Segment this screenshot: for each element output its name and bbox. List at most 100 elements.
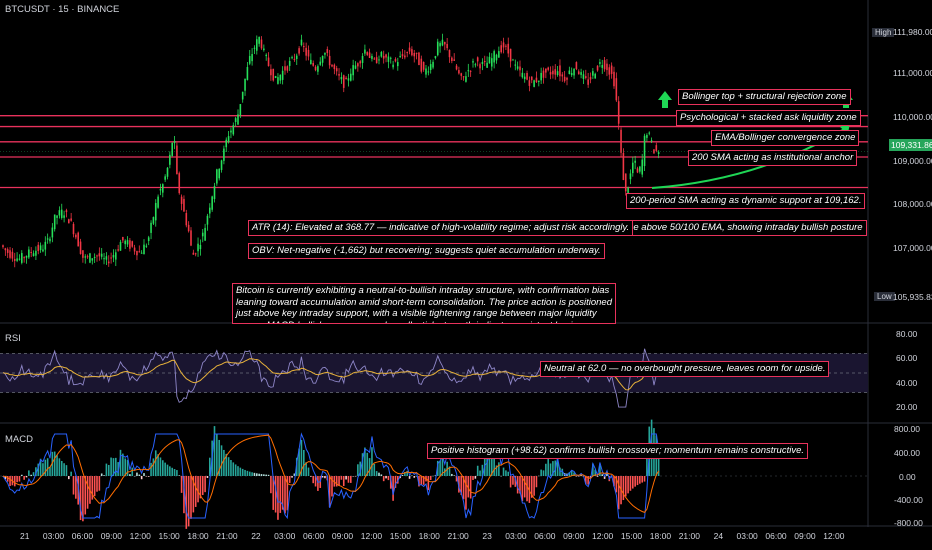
candle-body bbox=[655, 145, 658, 151]
candle-body bbox=[277, 77, 279, 84]
macd-hist-bar bbox=[44, 459, 47, 476]
macd-hist-bar bbox=[476, 465, 479, 476]
macd-hist-bar bbox=[288, 476, 291, 483]
macd-hist-bar bbox=[429, 476, 432, 481]
macd-hist-bar bbox=[601, 474, 604, 476]
candle-body bbox=[260, 39, 263, 49]
candle-body bbox=[56, 215, 58, 218]
macd-hist-bar bbox=[408, 476, 411, 479]
time-tick: 18:00 bbox=[649, 531, 672, 541]
rsi-panel bbox=[0, 348, 868, 408]
macd-hist-bar bbox=[491, 455, 493, 476]
macd-hist-bar bbox=[28, 470, 30, 476]
macd-hist-bar bbox=[223, 449, 225, 476]
macd-hist-bar bbox=[530, 476, 533, 498]
candle-body bbox=[213, 186, 216, 200]
macd-hist-bar bbox=[321, 476, 324, 478]
macd-hist-bar bbox=[549, 463, 552, 476]
macd-hist-bar bbox=[415, 475, 418, 477]
candle-body bbox=[248, 56, 251, 64]
macd-hist-bar bbox=[185, 476, 188, 529]
macd-hist-bar bbox=[206, 476, 209, 478]
macd-hist-bar bbox=[91, 476, 94, 500]
macd-hist-bar bbox=[354, 476, 357, 477]
macd-hist-bar bbox=[166, 464, 169, 476]
candle-body bbox=[317, 66, 319, 72]
macd-hist-bar bbox=[570, 470, 573, 476]
macd-hist-bar bbox=[159, 457, 162, 476]
candle-body bbox=[634, 160, 636, 163]
candle-body bbox=[310, 59, 312, 64]
macd-hist-bar bbox=[434, 475, 437, 476]
candle-body bbox=[521, 72, 524, 78]
candle-body bbox=[399, 55, 401, 58]
macd-hist-bar bbox=[587, 476, 589, 485]
macd-hist-bar bbox=[295, 457, 298, 476]
time-tick: 21:00 bbox=[678, 531, 700, 541]
macd-hist-bar bbox=[39, 458, 42, 476]
annotation-sma200: 200 SMA acting as institutional anchor bbox=[688, 150, 858, 166]
macd-hist-bar bbox=[37, 463, 40, 476]
candle-body bbox=[166, 167, 169, 177]
candle-body bbox=[103, 258, 105, 260]
candle-body bbox=[281, 70, 284, 80]
candle-body bbox=[25, 255, 28, 258]
candle-body bbox=[453, 59, 455, 61]
macd-hist-bar bbox=[495, 465, 498, 476]
macd-hist-bar bbox=[105, 463, 108, 476]
macd-hist-bar bbox=[53, 451, 56, 476]
candle-body bbox=[347, 78, 350, 81]
macd-hist-bar bbox=[568, 472, 571, 476]
macd-hist-bar bbox=[453, 475, 455, 476]
candle-body bbox=[298, 48, 300, 54]
macd-hist-bar bbox=[260, 474, 263, 476]
macd-hist-bar bbox=[122, 453, 124, 476]
candle-body bbox=[150, 222, 152, 233]
macd-hist-bar bbox=[561, 468, 564, 476]
macd-hist-bar bbox=[375, 471, 378, 476]
candle-body bbox=[204, 227, 206, 241]
candle-body bbox=[169, 154, 171, 165]
candle-body bbox=[42, 249, 44, 252]
candle-body bbox=[575, 62, 578, 70]
annotation-bollinger: Bollinger top + structural rejection zon… bbox=[678, 89, 851, 105]
candle-body bbox=[305, 47, 307, 56]
macd-hist-bar bbox=[234, 464, 237, 476]
candle-body bbox=[77, 232, 79, 247]
candle-body bbox=[385, 54, 387, 58]
macd-hist-bar bbox=[110, 457, 112, 476]
candle-body bbox=[627, 187, 629, 198]
candle-body bbox=[601, 65, 604, 68]
candle-body bbox=[573, 68, 575, 76]
macd-hist-bar bbox=[251, 472, 253, 476]
candle-body bbox=[227, 136, 230, 142]
candle-body bbox=[225, 139, 228, 148]
candle-body bbox=[467, 70, 470, 72]
rsi-tick: 20.00 bbox=[896, 402, 918, 412]
macd-hist-bar bbox=[472, 476, 474, 480]
macd-hist-bar bbox=[42, 463, 44, 476]
macd-hist-bar bbox=[498, 462, 500, 476]
macd-hist-bar bbox=[606, 473, 608, 476]
macd-tick: -800.00 bbox=[894, 518, 923, 528]
macd-hist-bar bbox=[194, 476, 197, 507]
macd-hist-bar bbox=[131, 467, 134, 476]
candle-body bbox=[241, 91, 244, 100]
candle-body bbox=[218, 169, 220, 179]
candle-body bbox=[145, 245, 148, 247]
candle-body bbox=[378, 59, 380, 61]
candle-body bbox=[455, 65, 458, 70]
candle-body bbox=[509, 48, 512, 62]
macd-line bbox=[2, 432, 660, 520]
candle-body bbox=[582, 74, 585, 79]
macd-hist-bar bbox=[150, 462, 152, 476]
candle-body bbox=[157, 196, 159, 208]
macd-hist-bar bbox=[145, 476, 148, 477]
time-tick: 09:00 bbox=[794, 531, 816, 541]
macd-hist-bar bbox=[178, 475, 181, 476]
macd-hist-bar bbox=[274, 476, 277, 513]
candle-body bbox=[312, 62, 314, 66]
candle-body bbox=[448, 50, 451, 58]
candle-body bbox=[194, 253, 197, 255]
